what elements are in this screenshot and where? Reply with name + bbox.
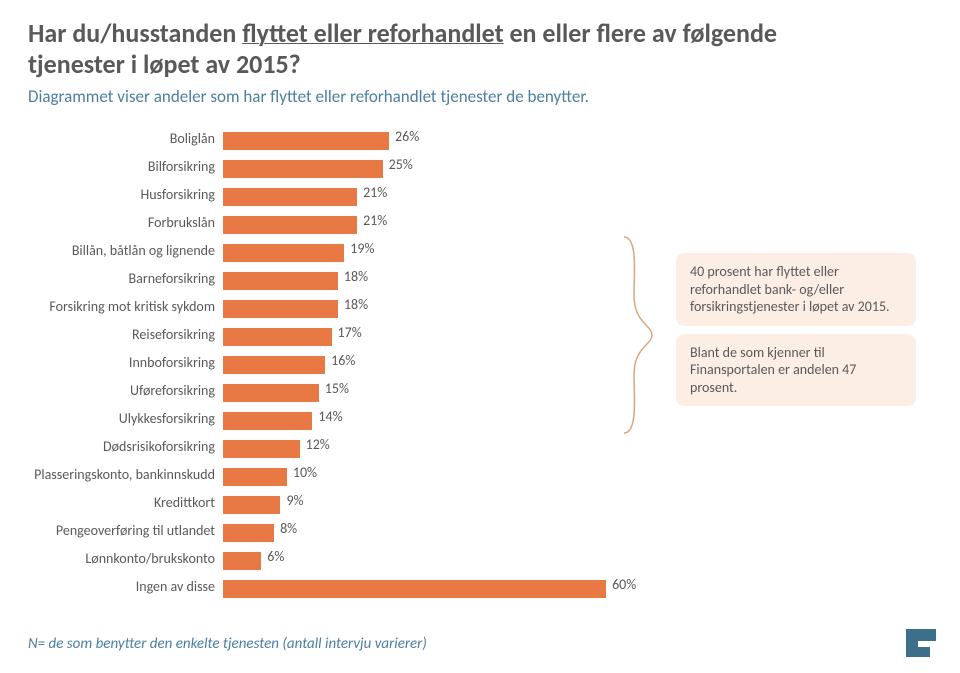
note-2: Blant de som kjenner til Finansportalen … [676,334,916,407]
bar-value: 14% [318,408,342,425]
bar-area: 10% [223,466,638,484]
bar [223,412,312,430]
bar-value: 6% [267,548,284,565]
bar-value: 21% [363,212,387,229]
bar-row: Ingen av disse 60% [28,573,638,601]
bar-area: 26% [223,130,638,148]
bar-value: 17% [338,324,362,341]
notes-container: 40 prosent har flyttet eller reforhandle… [676,253,916,414]
bar-label: Reiseforsikring [28,328,223,343]
bar [223,552,261,570]
bar-row: Husforsikring 21% [28,181,638,209]
bar-row: Boliglån 26% [28,125,638,153]
bar-row: Uføreforsikring 15% [28,377,638,405]
bar-area: 15% [223,382,638,400]
footnote: N= de som benytter den enkelte tjenesten… [28,635,427,653]
bar-value: 10% [293,464,317,481]
bar [223,188,357,206]
bar-label: Uføreforsikring [28,384,223,399]
bar-label: Forbrukslån [28,216,223,231]
bar [223,300,338,318]
bar [223,272,338,290]
bar-area: 21% [223,186,638,204]
bar-area: 16% [223,354,638,372]
bar-label: Bilforsikring [28,160,223,175]
bar-row: Pengeoverføring til utlandet 8% [28,517,638,545]
bar [223,244,344,262]
bar-row: Ulykkesforsikring 14% [28,405,638,433]
bar-label: Kredittkort [28,496,223,511]
bar-value: 12% [306,436,330,453]
bar-area: 60% [223,578,638,596]
bar-label: Dødsrisikoforsikring [28,440,223,455]
bar [223,580,606,598]
bar-area: 14% [223,410,638,428]
curly-brace-icon [618,235,658,435]
bar-value: 15% [325,380,349,397]
bar-row: Kredittkort 9% [28,489,638,517]
bar-label: Ingen av disse [28,580,223,595]
bar-label: Pengeoverføring til utlandet [28,524,223,539]
bar-area: 12% [223,438,638,456]
bar-area: 9% [223,494,638,512]
bar-area: 25% [223,158,638,176]
bar [223,216,357,234]
page-title: Har du/husstanden flyttet eller reforhan… [28,18,778,80]
bar-value: 18% [344,268,368,285]
bar-row: Lønnkonto/brukskonto 6% [28,545,638,573]
bar-row: Forsikring mot kritisk sykdom 18% [28,293,638,321]
bar-row: Innboforsikring 16% [28,349,638,377]
subtitle: Diagrammet viser andeler som har flyttet… [28,86,932,107]
bar [223,356,325,374]
bar-row: Plasseringskonto, bankinnskudd 10% [28,461,638,489]
bar-area: 8% [223,522,638,540]
bar-row: Dødsrisikoforsikring 12% [28,433,638,461]
bar-value: 16% [331,352,355,369]
bar-row: Reiseforsikring 17% [28,321,638,349]
bar-row: Billån, båtlån og lignende 19% [28,237,638,265]
bar-label: Husforsikring [28,188,223,203]
bar-chart: Boliglån 26% Bilforsikring 25% Husforsikring… [28,125,638,601]
bar [223,384,319,402]
bar-row: Forbrukslån 21% [28,209,638,237]
bar-value: 26% [395,128,419,145]
bar [223,440,300,458]
note-1: 40 prosent har flyttet eller reforhandle… [676,253,916,326]
bar-area: 21% [223,214,638,232]
bar-area: 18% [223,298,638,316]
bar-row: Barneforsikring 18% [28,265,638,293]
bar [223,160,383,178]
title-underline: flyttet eller reforhandlet [242,17,503,49]
bar-area: 17% [223,326,638,344]
bar-label: Billån, båtlån og lignende [28,244,223,259]
bar-value: 21% [363,184,387,201]
bar-label: Plasseringskonto, bankinnskudd [28,468,223,483]
bar-value: 60% [612,576,636,593]
bar-value: 19% [350,240,374,257]
bar-label: Barneforsikring [28,272,223,287]
bar-label: Boliglån [28,132,223,147]
bar-value: 25% [389,156,413,173]
bar-area: 6% [223,550,638,568]
bar-area: 18% [223,270,638,288]
bar-label: Ulykkesforsikring [28,412,223,427]
bar [223,328,332,346]
bar-value: 18% [344,296,368,313]
bar-value: 9% [286,492,303,509]
bar [223,468,287,486]
bar-label: Lønnkonto/brukskonto [28,552,223,567]
bar-value: 8% [280,520,297,537]
bar-label: Innboforsikring [28,356,223,371]
bar [223,524,274,542]
bar [223,132,389,150]
bar-area: 19% [223,242,638,260]
bar-row: Bilforsikring 25% [28,153,638,181]
chart-wrap: Boliglån 26% Bilforsikring 25% Husforsikring… [28,125,932,601]
bar-label: Forsikring mot kritisk sykdom [28,300,223,315]
logo-icon [904,627,938,661]
bar [223,496,280,514]
title-pre: Har du/husstanden [28,17,242,49]
